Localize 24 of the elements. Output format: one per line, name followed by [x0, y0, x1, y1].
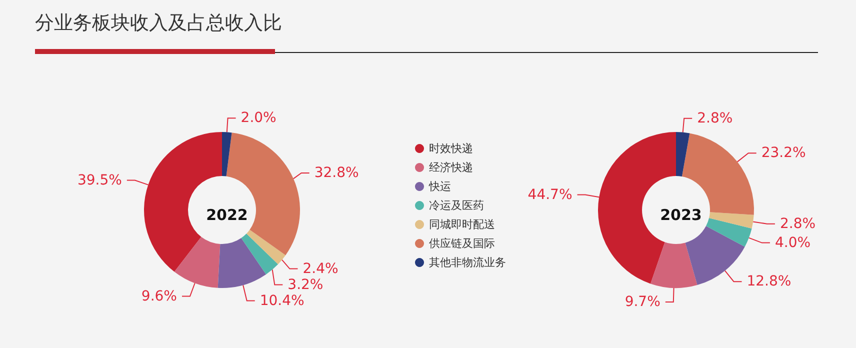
legend-label: 供应链及国际 [429, 237, 495, 250]
data-label: 2.8% [780, 216, 816, 232]
data-label: 9.7% [624, 294, 660, 310]
data-label: 44.7% [528, 186, 572, 203]
chart-title: 分业务板块收入及占总收入比 [35, 11, 282, 36]
data-label: 2.8% [697, 110, 733, 126]
slice-label: 2023 [660, 206, 702, 224]
data-label: 39.5% [77, 172, 122, 188]
data-label: 3.2% [288, 276, 324, 293]
legend-label: 同城即时配送 [429, 218, 495, 231]
slice-label: 2022 [206, 206, 248, 224]
data-label: 10.4% [260, 292, 304, 309]
legend-label: 经济快递 [429, 161, 473, 174]
data-label: 2.4% [302, 260, 338, 277]
data-label: 2.0% [240, 110, 276, 126]
data-label: 23.2% [761, 145, 806, 162]
data-label: 32.8% [314, 165, 359, 182]
legend-label: 时效快递 [429, 142, 473, 155]
data-label: 4.0% [774, 234, 811, 251]
legend-label: 冷运及医药 [429, 199, 484, 212]
legend-label: 其他非物流业务 [429, 256, 506, 269]
legend-label: 快运 [428, 180, 451, 193]
data-label: 9.6% [141, 288, 177, 304]
data-label: 12.8% [746, 274, 792, 290]
